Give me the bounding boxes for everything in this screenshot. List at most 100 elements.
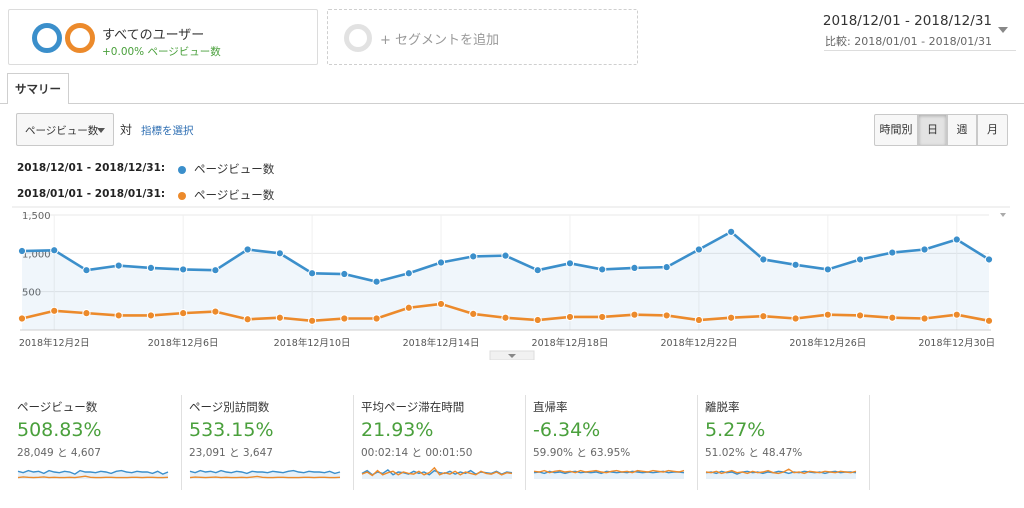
- data-point-previous: [50, 306, 59, 315]
- choose-metric-link[interactable]: 指標を選択: [141, 125, 194, 137]
- legend-metric-current: ページビュー数: [194, 162, 275, 176]
- x-tick-label: 2018年12月30日: [918, 337, 995, 349]
- chevron-down-icon: [97, 128, 105, 133]
- versus-label: 対: [120, 123, 133, 137]
- data-point-current: [146, 263, 156, 273]
- scorecard-bounce-rate[interactable]: 直帰率 -6.34% 59.90% と 63.95%: [533, 395, 698, 490]
- tab-summary[interactable]: サマリー: [7, 73, 69, 104]
- scorecard-sparkline: [533, 469, 685, 479]
- pageviews-line-chart[interactable]: 1,500 1,000 500 2018年12月2日 2018年12月6日 2018年12…: [0, 205, 1024, 360]
- metric-dropdown-value: ページビュー数: [25, 125, 99, 137]
- data-point-previous: [630, 310, 639, 319]
- series-area-current: [22, 231, 989, 330]
- segment-ring-icon: [65, 23, 95, 53]
- granularity-hourly-button[interactable]: 時間別: [874, 114, 918, 146]
- x-tick-label: 2018年12月22日: [660, 337, 737, 349]
- scorecard-sparkline: [17, 469, 169, 479]
- data-point-current: [436, 258, 446, 267]
- data-point-current: [469, 252, 478, 261]
- data-point-previous: [727, 313, 736, 322]
- data-point-current: [598, 265, 607, 274]
- data-point-previous: [952, 310, 961, 319]
- data-point-previous: [469, 309, 478, 319]
- sparkline-previous: [361, 466, 513, 477]
- scorecard-avg-time-on-page[interactable]: 平均ページ滞在時間 21.93% 00:02:14 と 00:01:50: [361, 395, 526, 490]
- data-point-current: [984, 255, 994, 264]
- x-tick-label: 2018年12月10日: [274, 337, 351, 349]
- y-tick-label: 500: [22, 288, 41, 299]
- sparkline-area: [362, 469, 512, 479]
- scorecard-values: 59.90% と 63.95%: [533, 447, 631, 459]
- y-tick-label: 1,500: [22, 211, 51, 222]
- sparkline-area: [534, 471, 684, 479]
- scorecard-exit-rate[interactable]: 離脱率 5.27% 51.02% と 48.47%: [705, 395, 870, 490]
- scorecard-values: 00:02:14 と 00:01:50: [361, 447, 473, 459]
- x-tick-label: 2018年12月2日: [19, 337, 90, 349]
- chevron-down-icon: [508, 354, 516, 358]
- data-point-current: [855, 255, 865, 264]
- data-point-current: [920, 245, 929, 254]
- data-point-current: [694, 245, 704, 254]
- scorecard-title: ページ別訪問数: [189, 400, 270, 414]
- segment-ring-icon: [32, 23, 62, 53]
- scorecard-unique-pageviews[interactable]: ページ別訪問数 533.15% 23,091 と 3,647: [189, 395, 354, 490]
- data-point-previous: [340, 314, 349, 323]
- data-point-current: [952, 235, 961, 244]
- legend-range-current: 2018/12/01 - 2018/12/31:: [17, 162, 166, 174]
- data-point-previous: [82, 309, 91, 318]
- sparkline-previous: [189, 475, 341, 479]
- data-point-current: [340, 269, 349, 279]
- sparkline-previous: [705, 468, 857, 475]
- data-point-previous: [404, 303, 413, 312]
- scorecard-change: -6.34%: [533, 419, 601, 441]
- empty-segment-ring-icon: [344, 24, 372, 52]
- data-point-previous: [372, 314, 381, 323]
- data-point-previous: [275, 313, 284, 322]
- date-range-picker[interactable]: 2018/12/01 - 2018/12/31 比較: 2018/01/01 -…: [822, 9, 1016, 51]
- legend-dot-current: [178, 166, 186, 174]
- scorecard-title: 平均ページ滞在時間: [361, 400, 465, 414]
- segment-card-all-users[interactable]: すべてのユーザー +0.00% ページビュー数: [8, 9, 318, 65]
- segment-name: すべてのユーザー: [102, 28, 205, 43]
- data-point-current: [791, 260, 800, 269]
- metric-dropdown[interactable]: ページビュー数: [16, 113, 114, 146]
- scorecard-change: 508.83%: [17, 419, 102, 441]
- data-point-current: [888, 248, 897, 257]
- data-point-previous: [791, 314, 800, 323]
- scorecard-title: 直帰率: [533, 400, 568, 414]
- data-point-previous: [308, 316, 317, 325]
- tab-divider: [0, 103, 1024, 104]
- granularity-month-button[interactable]: 月: [977, 114, 1008, 146]
- add-segment-label: + セグメントを追加: [380, 33, 500, 48]
- legend-range-previous: 2018/01/01 - 2018/01/31:: [17, 188, 166, 200]
- legend-metric-previous: ページビュー数: [194, 188, 275, 202]
- granularity-day-button[interactable]: 日: [918, 114, 947, 146]
- scorecard-sparkline: [189, 469, 341, 479]
- chart-options-caret-icon: [1000, 213, 1006, 217]
- data-point-current: [114, 261, 123, 270]
- data-point-current: [727, 227, 736, 236]
- scorecard-values: 23,091 と 3,647: [189, 447, 273, 459]
- data-point-current: [565, 259, 575, 268]
- data-point-current: [759, 255, 768, 264]
- x-tick-label: 2018年12月14日: [403, 337, 480, 349]
- sparkline-current: [189, 469, 341, 475]
- data-point-current: [50, 246, 59, 255]
- sparkline-previous: [17, 475, 169, 479]
- x-tick-label: 2018年12月26日: [789, 337, 866, 349]
- scorecard-sparkline: [361, 466, 513, 479]
- data-point-current: [533, 266, 542, 275]
- data-point-current: [823, 265, 832, 274]
- data-point-current: [243, 245, 252, 254]
- data-point-previous: [114, 311, 123, 320]
- data-point-current: [179, 265, 188, 274]
- data-point-previous: [243, 315, 252, 324]
- granularity-week-button[interactable]: 週: [947, 114, 977, 146]
- data-point-previous: [179, 309, 188, 318]
- data-point-previous: [920, 314, 929, 323]
- data-point-previous: [533, 315, 542, 325]
- data-point-current: [630, 263, 639, 273]
- date-range-main: 2018/12/01 - 2018/12/31: [822, 13, 992, 29]
- scorecard-pageviews[interactable]: ページビュー数 508.83% 28,049 と 4,607: [17, 395, 182, 490]
- add-segment-button[interactable]: + セグメントを追加: [327, 9, 638, 65]
